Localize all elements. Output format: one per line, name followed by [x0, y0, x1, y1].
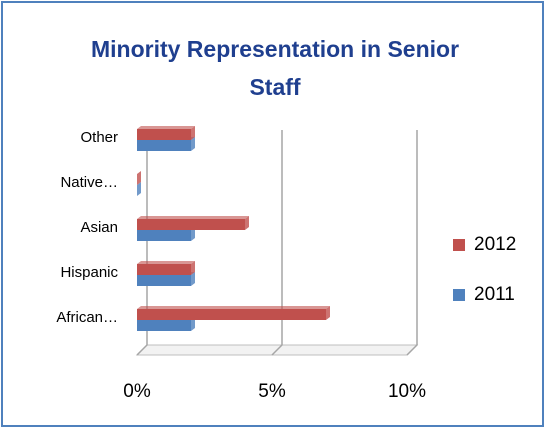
bar-end [191, 137, 195, 151]
bar-top [137, 261, 195, 264]
grid-line [406, 130, 418, 356]
y-tick-label: Native… [60, 174, 118, 191]
grid-line [136, 130, 148, 356]
bar [137, 275, 191, 286]
legend-label: 2012 [474, 234, 516, 255]
bar [137, 140, 191, 151]
legend-label: 2011 [474, 284, 515, 305]
bar-end [137, 182, 141, 196]
bar [137, 230, 191, 241]
bar-end [191, 227, 195, 241]
legend-swatch [453, 289, 465, 301]
x-tick-label: 0% [123, 381, 151, 402]
y-tick-label: Other [80, 129, 118, 146]
bar-end [191, 272, 195, 286]
legend-swatch [453, 239, 465, 251]
bar [137, 309, 326, 320]
y-tick-label: Hispanic [60, 264, 118, 281]
bar [137, 264, 191, 275]
chart-title: Minority Representation in Senior Staff [90, 36, 460, 100]
bar [137, 129, 191, 140]
bar-end [191, 126, 195, 140]
bar-end [326, 306, 330, 320]
bar-top [137, 216, 249, 219]
x-tick-label: 10% [388, 381, 426, 402]
y-tick-label: Asian [80, 219, 118, 236]
bar [137, 219, 245, 230]
bar-top [137, 126, 195, 129]
x-tick-label: 5% [258, 381, 286, 402]
bar-top [137, 306, 330, 309]
bar-end [137, 171, 141, 185]
grid-line [271, 130, 283, 356]
bar [137, 320, 191, 331]
bar-end [191, 261, 195, 275]
bar-end [245, 216, 249, 230]
bar-end [191, 317, 195, 331]
y-tick-label: African… [56, 309, 118, 326]
